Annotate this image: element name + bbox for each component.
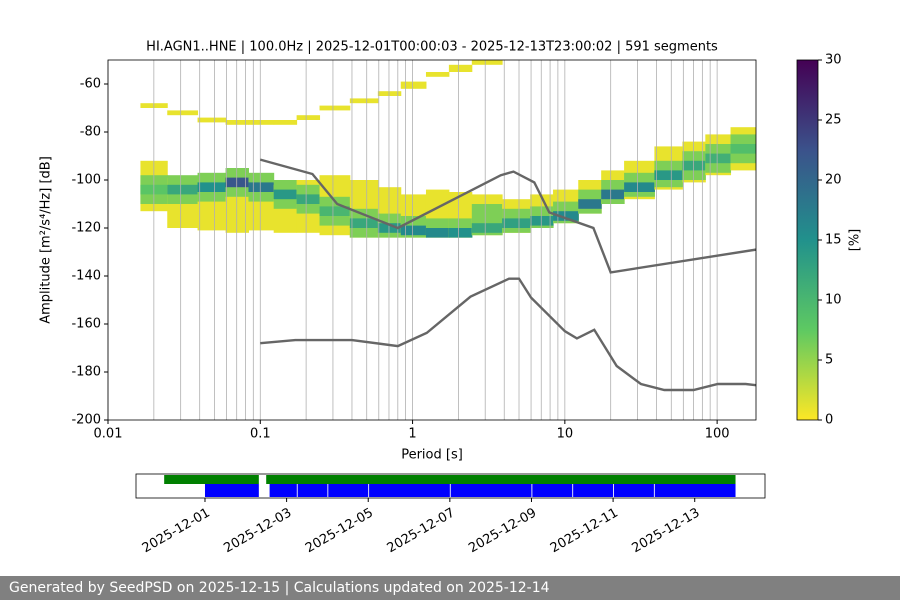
psd-span <box>269 484 297 497</box>
colorbar-tick-label: 30 <box>825 53 842 68</box>
psd-span <box>297 484 328 497</box>
y-tick-label: -180 <box>71 365 101 380</box>
timeline-tick-label: 2025-12-01 <box>140 506 213 557</box>
x-axis-label: Period [s] <box>401 448 463 463</box>
pdf-cell <box>471 223 503 233</box>
x-tick-label: 0.1 <box>250 427 271 442</box>
colorbar-tick-label: 20 <box>825 173 842 188</box>
noise-model-line <box>260 277 756 392</box>
pdf-cell <box>296 115 321 120</box>
pdf-cell <box>319 105 351 111</box>
psd-span <box>328 484 369 497</box>
noise-model-line <box>259 158 756 274</box>
y-tick-label: -140 <box>71 269 101 284</box>
x-tick-label: 100 <box>705 427 730 442</box>
timeline-tick-label: 2025-12-09 <box>466 506 539 557</box>
psd-span <box>654 484 736 497</box>
timeline-tick-label: 2025-12-03 <box>221 506 294 557</box>
psd-span <box>204 484 259 497</box>
colorbar-label: [%] <box>848 229 863 252</box>
y-tick-label: -100 <box>71 173 101 188</box>
pdf-cell <box>448 228 473 238</box>
pdf-cell <box>654 170 683 180</box>
pdf-heatmap <box>140 60 756 238</box>
pdf-cell <box>319 206 351 216</box>
y-axis-label: Amplitude [m²/s⁴/Hz] [dB] <box>39 156 54 324</box>
psd-span <box>532 484 573 497</box>
pdf-cell <box>296 194 321 204</box>
colorbar-tick-label: 10 <box>825 293 842 308</box>
pdf-cell <box>377 91 402 96</box>
pdf-cell <box>502 218 531 228</box>
pdf-cell <box>273 189 298 200</box>
timeline-tick-label: 2025-12-07 <box>385 506 458 557</box>
psd-span <box>450 484 532 497</box>
chart: HI.AGN1..HNE | 100.0Hz | 2025-12-01T00:0… <box>39 40 863 557</box>
chart-title: HI.AGN1..HNE | 100.0Hz | 2025-12-01T00:0… <box>146 40 718 55</box>
footer: Generated by SeedPSD on 2025-12-15 | Cal… <box>0 576 900 600</box>
colorbar-tick-label: 0 <box>825 413 833 428</box>
pdf-cell <box>225 120 249 125</box>
y-tick-label: -60 <box>80 77 101 92</box>
y-tick-label: -200 <box>71 413 101 428</box>
pdf-cell <box>682 160 706 171</box>
psd-span <box>369 484 450 497</box>
colorbar-tick-label: 5 <box>825 353 833 368</box>
plot-frame <box>107 59 757 421</box>
psd-span <box>573 484 614 497</box>
colorbar-tick-label: 25 <box>825 113 842 128</box>
pdf-cell <box>248 182 275 192</box>
data-span <box>266 475 736 484</box>
pdf-cell <box>248 120 275 125</box>
pdf-cell <box>624 182 655 192</box>
pdf-cell <box>377 223 402 233</box>
colorbar-tick-label: 15 <box>825 233 842 248</box>
timeline-tick-label: 2025-12-13 <box>630 506 703 557</box>
pdf-cell <box>471 60 503 65</box>
pdf-cell <box>705 153 732 164</box>
timeline-tick-label: 2025-12-11 <box>548 506 621 557</box>
pdf-cell <box>197 117 227 123</box>
psd-span <box>613 484 654 497</box>
pdf-cell <box>197 182 227 192</box>
pdf-cell <box>349 98 379 104</box>
y-tick-label: -80 <box>80 125 101 140</box>
data-span <box>164 475 259 484</box>
x-tick-label: 0.01 <box>94 427 123 442</box>
y-tick-label: -120 <box>71 221 101 236</box>
pdf-cell <box>601 189 625 200</box>
colorbar <box>796 59 819 421</box>
pdf-cell <box>425 72 450 77</box>
pdf-cell <box>273 120 298 125</box>
pdf-cell <box>400 225 427 236</box>
pdf-cell <box>730 144 756 154</box>
timeline-tick-label: 2025-12-05 <box>303 506 376 557</box>
y-tick-label: -160 <box>71 317 101 332</box>
pdf-cell <box>225 177 249 188</box>
pdf-cell <box>448 64 473 72</box>
pdf-cell <box>167 110 199 116</box>
pdf-cell <box>349 218 379 228</box>
pdf-cell <box>425 228 450 238</box>
x-tick-label: 10 <box>557 427 574 442</box>
timeline-frame <box>135 473 766 499</box>
pdf-cell <box>553 211 579 221</box>
pdf-cell <box>167 184 199 195</box>
pdf-cell <box>578 199 602 209</box>
x-tick-label: 1 <box>408 427 416 442</box>
pdf-cell <box>530 216 554 226</box>
pdf-cell <box>400 81 427 89</box>
